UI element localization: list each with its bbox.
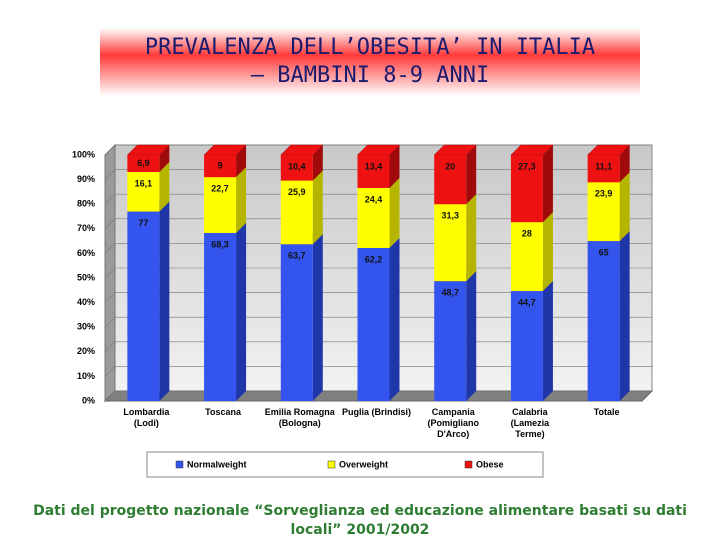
- bar-segment: [434, 281, 467, 401]
- value-label: 31,3: [441, 211, 459, 221]
- legend-label: Overweight: [339, 459, 388, 469]
- bar-side: [236, 167, 247, 233]
- bar-side: [159, 145, 170, 172]
- bar-segment: [204, 155, 237, 178]
- x-tick-label: Calabria (Lamezia Terme): [511, 407, 551, 439]
- bar-segment: [127, 155, 160, 172]
- value-label: 63,7: [288, 251, 306, 261]
- bar-segment: [280, 180, 313, 245]
- y-tick-label: 10%: [77, 371, 95, 381]
- bar-segment: [357, 187, 390, 248]
- legend-box: [146, 451, 544, 478]
- bar-side: [619, 145, 630, 183]
- value-label: 10,4: [288, 161, 306, 171]
- bar-segment: [204, 232, 237, 401]
- value-label: 11,1: [595, 161, 612, 171]
- bar-segment: [280, 244, 313, 401]
- bar-segment: [127, 211, 160, 401]
- value-label: 16,1: [135, 178, 153, 188]
- x-tick-label: Campania (Pomigliano D'Arco): [427, 407, 479, 439]
- x-tick-label: Totale: [594, 407, 620, 417]
- y-tick-label: 90%: [77, 174, 95, 184]
- bar-segment: [587, 241, 620, 401]
- bar-side: [466, 194, 477, 282]
- y-tick-label: 100%: [72, 149, 95, 159]
- value-label: 23,9: [595, 189, 613, 199]
- bar-side: [389, 177, 400, 248]
- legend-label: Obese: [476, 459, 504, 469]
- value-label: 44,7: [518, 297, 536, 307]
- legend-swatch: [464, 460, 473, 469]
- bar-side: [236, 222, 247, 401]
- bar-segment: [204, 177, 237, 233]
- x-tick-label: Lombardia (Lodi): [123, 407, 170, 428]
- value-label: 13,4: [365, 161, 383, 171]
- bar-side: [542, 281, 553, 401]
- value-label: 9: [218, 160, 223, 170]
- chart: 0% 10% 20% 30% 40% 50% 60% 70% 80% 90% 100% 77 16,1 6…: [72, 143, 654, 478]
- value-label: 25,9: [288, 187, 306, 197]
- bar-segment: [510, 291, 543, 401]
- y-tick-label: 80%: [77, 199, 95, 209]
- y-tick-label: 20%: [77, 346, 95, 356]
- bar-segment: [587, 155, 620, 183]
- bar-side: [159, 201, 170, 401]
- slide-title: PREVALENZA DELL’OBESITA’ IN ITALIA – BAM…: [100, 28, 640, 96]
- value-label: 62,2: [365, 254, 383, 264]
- value-label: 28: [522, 229, 532, 239]
- bar-segment: [434, 155, 467, 205]
- value-label: 65: [599, 247, 609, 257]
- value-label: 27,3: [518, 161, 536, 171]
- bar-segment: [434, 204, 467, 282]
- bar-side: [312, 170, 323, 245]
- y-tick-label: 40%: [77, 297, 95, 307]
- value-label: 22,7: [211, 184, 229, 194]
- bar-side: [619, 172, 630, 242]
- footer-note: Dati del progetto nazionale “Sorveglianz…: [33, 503, 687, 538]
- bar-side: [619, 231, 630, 401]
- bar-segment: [357, 247, 390, 401]
- bar-side: [236, 145, 247, 178]
- bar-segment: [510, 155, 543, 223]
- bar-side: [466, 145, 477, 205]
- bar-segment: [587, 182, 620, 242]
- y-tick-label: 30%: [77, 322, 95, 332]
- bar-side: [466, 271, 477, 401]
- bar-side: [389, 145, 400, 188]
- value-label: 24,4: [365, 194, 383, 204]
- bar-segment: [127, 171, 160, 212]
- value-label: 77: [138, 218, 148, 228]
- value-label: 68,3: [211, 239, 229, 249]
- bar-side: [312, 145, 323, 181]
- bar-side: [389, 237, 400, 401]
- y-tick-label: 0%: [82, 395, 95, 405]
- bar-side: [542, 145, 553, 223]
- y-tick-label: 50%: [77, 272, 95, 282]
- x-tick-label: Toscana: [205, 407, 242, 417]
- bar-side: [542, 212, 553, 292]
- bar-side: [312, 234, 323, 401]
- legend-label: Normalweight: [187, 459, 247, 469]
- y-tick-label: 70%: [77, 223, 95, 233]
- x-tick-label: Puglia (Brindisi): [342, 407, 411, 417]
- legend-swatch: [327, 460, 336, 469]
- value-label: 48,7: [441, 288, 459, 298]
- value-label: 20: [445, 161, 455, 171]
- bar-segment: [510, 222, 543, 292]
- y-tick-label: 60%: [77, 248, 95, 258]
- legend-swatch: [175, 460, 184, 469]
- bar-side: [159, 161, 170, 212]
- value-label: 6,9: [137, 158, 150, 168]
- bar-segment: [280, 155, 313, 181]
- x-tick-label: Emilia Romagna (Bologna): [265, 407, 336, 428]
- bar-segment: [357, 155, 390, 188]
